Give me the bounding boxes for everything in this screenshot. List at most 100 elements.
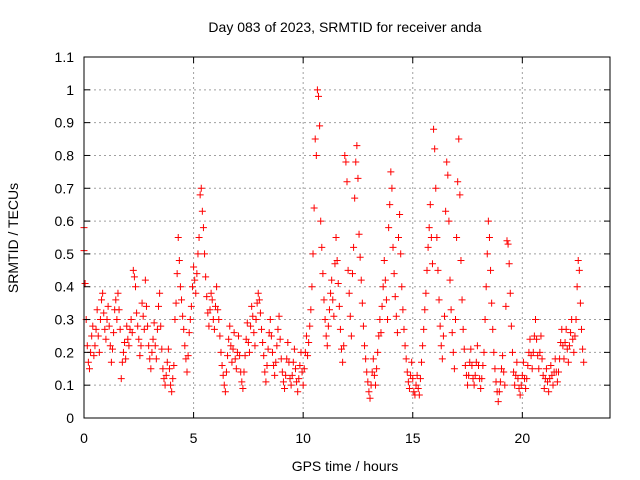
- data-point-marker: [333, 256, 341, 264]
- data-point-marker: [455, 135, 463, 143]
- data-point-marker: [225, 335, 233, 343]
- data-point-marker: [179, 312, 187, 320]
- data-point-marker: [504, 240, 512, 248]
- data-point-marker: [381, 276, 389, 284]
- data-point-marker: [323, 342, 331, 350]
- data-point-marker: [299, 381, 307, 389]
- data-point-marker: [523, 375, 531, 383]
- data-point-marker: [230, 329, 238, 337]
- y-axis-label: SRMTID / TECUs: [5, 183, 21, 293]
- data-point-marker: [176, 283, 184, 291]
- y-tick-label: 0.8: [55, 147, 75, 163]
- y-tick-label: 1.1: [55, 49, 75, 65]
- data-point-marker: [460, 345, 468, 353]
- data-point-marker: [215, 316, 223, 324]
- data-point-marker: [210, 325, 218, 333]
- data-point-marker: [137, 342, 145, 350]
- data-point-marker: [356, 253, 364, 261]
- data-point-marker: [190, 263, 198, 271]
- data-point-marker: [304, 352, 312, 360]
- data-point-marker: [571, 332, 579, 340]
- data-point-marker: [473, 342, 481, 350]
- data-point-marker: [99, 289, 107, 297]
- data-point-marker: [439, 332, 447, 340]
- data-point-marker: [205, 322, 213, 330]
- data-point-marker: [350, 243, 358, 251]
- data-point-marker: [199, 224, 207, 232]
- data-point-marker: [263, 361, 271, 369]
- data-point-marker: [202, 273, 210, 281]
- data-point-marker: [184, 352, 192, 360]
- data-point-marker: [216, 332, 224, 340]
- data-point-marker: [477, 384, 485, 392]
- data-point-marker: [374, 348, 382, 356]
- data-point-marker: [334, 279, 342, 287]
- data-point-marker: [124, 335, 132, 343]
- y-tick-label: 0.4: [55, 279, 75, 295]
- data-point-marker: [554, 368, 562, 376]
- data-point-marker: [135, 335, 143, 343]
- data-point-marker: [153, 325, 161, 333]
- data-point-marker: [560, 355, 568, 363]
- data-point-marker: [553, 378, 561, 386]
- x-tick-label: 0: [80, 430, 88, 446]
- data-point-marker: [84, 358, 92, 366]
- data-point-marker: [229, 345, 237, 353]
- data-point-marker: [507, 322, 515, 330]
- data-point-marker: [151, 342, 159, 350]
- data-point-marker: [148, 348, 156, 356]
- data-point-marker: [207, 289, 215, 297]
- data-point-marker: [369, 355, 377, 363]
- data-point-marker: [519, 358, 527, 366]
- data-point-marker: [425, 224, 433, 232]
- data-point-marker: [273, 342, 281, 350]
- data-point-marker: [400, 325, 408, 333]
- data-point-marker: [565, 342, 573, 350]
- data-point-marker: [579, 345, 587, 353]
- data-point-marker: [398, 283, 406, 291]
- data-point-marker: [279, 378, 287, 386]
- data-point-marker: [371, 381, 379, 389]
- data-point-marker: [116, 325, 124, 333]
- data-point-marker: [287, 381, 295, 389]
- x-tick-label: 15: [405, 430, 421, 446]
- data-point-marker: [451, 316, 459, 324]
- data-point-marker: [408, 358, 416, 366]
- data-point-marker: [415, 391, 423, 399]
- data-point-marker: [220, 381, 228, 389]
- data-point-marker: [328, 276, 336, 284]
- data-point-marker: [430, 125, 438, 133]
- data-point-marker: [98, 296, 106, 304]
- data-point-marker: [531, 316, 539, 324]
- data-point-marker: [500, 368, 508, 376]
- data-point-marker: [317, 217, 325, 225]
- data-point-marker: [235, 332, 243, 340]
- data-point-marker: [422, 289, 430, 297]
- data-point-marker: [306, 322, 314, 330]
- data-point-marker: [454, 178, 462, 186]
- data-point-marker: [195, 234, 203, 241]
- data-point-marker: [110, 329, 118, 337]
- data-point-marker: [576, 299, 584, 307]
- data-point-marker: [96, 316, 104, 324]
- data-point-marker: [252, 316, 260, 324]
- data-point-marker: [128, 329, 136, 337]
- data-point-marker: [366, 394, 374, 402]
- data-point-marker: [467, 345, 475, 353]
- data-point-marker: [434, 266, 442, 274]
- data-point-marker: [461, 361, 469, 369]
- data-point-marker: [365, 388, 373, 396]
- data-point-marker: [453, 234, 461, 241]
- data-point-marker: [302, 332, 310, 340]
- data-point-marker: [142, 302, 150, 310]
- data-point-marker: [315, 92, 323, 100]
- data-point-marker: [140, 325, 148, 333]
- data-point-marker: [250, 329, 258, 337]
- data-point-marker: [268, 348, 276, 356]
- data-point-marker: [370, 371, 378, 379]
- data-point-marker: [418, 358, 426, 366]
- data-point-marker: [157, 322, 165, 330]
- data-point-marker: [393, 329, 401, 337]
- data-point-marker: [146, 355, 154, 363]
- y-tick-label: 0.9: [55, 115, 75, 131]
